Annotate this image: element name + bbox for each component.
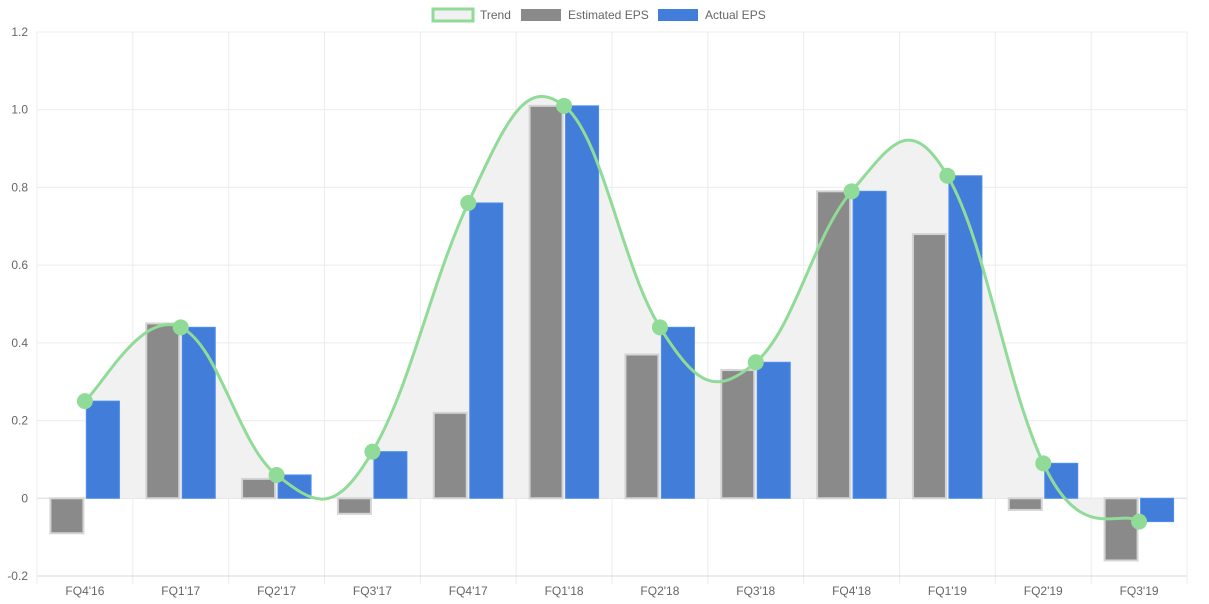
legend-label: Actual EPS (705, 8, 766, 22)
y-tick-label: 0.4 (11, 336, 28, 350)
x-tick-label: FQ3'17 (353, 584, 392, 598)
actual-eps-bar (373, 451, 408, 499)
estimated-eps-bar (432, 411, 468, 500)
x-tick-label: FQ1'17 (161, 584, 200, 598)
x-tick-label: FQ1'19 (928, 584, 967, 598)
trend-point (1035, 455, 1052, 472)
x-tick-label: FQ3'19 (1120, 584, 1159, 598)
legend-item[interactable]: Actual EPS (658, 8, 766, 22)
legend-item[interactable]: Estimated EPS (521, 8, 649, 22)
actual-eps-bar (469, 202, 504, 499)
trend-point (76, 393, 93, 410)
axes: 1.2 1.0 0.8 0.6 0.4 0.2 0 -0.2 FQ4'16 FQ1'17 FQ2'1… (7, 25, 1187, 598)
estimated-eps-bar (911, 233, 947, 500)
legend-label: Trend (480, 8, 511, 22)
actual-eps-bar (948, 175, 983, 499)
y-tick-label: 0 (21, 491, 28, 505)
x-tick-label: FQ4'17 (449, 584, 488, 598)
actual-eps-bar (852, 190, 887, 499)
actual-eps-bar (565, 105, 600, 499)
actual-eps-bar (756, 361, 791, 499)
x-tick-label: FQ2'17 (257, 584, 296, 598)
x-tick-label: FQ2'18 (640, 584, 679, 598)
trend-point (172, 319, 189, 336)
legend-label: Estimated EPS (568, 8, 649, 22)
actual-eps-bar (181, 326, 216, 499)
legend-swatch (431, 7, 475, 23)
estimated-eps-bar (336, 497, 372, 515)
x-tick-label: FQ4'16 (65, 584, 104, 598)
y-tick-label: 0.2 (11, 414, 28, 428)
y-tick-label: 1.0 (11, 103, 28, 117)
x-tick-label: FQ4'18 (832, 584, 871, 598)
trend-point (460, 194, 477, 211)
trend-point (364, 443, 381, 460)
trend-point (1131, 513, 1148, 530)
legend-item[interactable]: Trend (431, 7, 511, 23)
estimated-eps-bar (528, 104, 564, 500)
estimated-eps-bar (1103, 497, 1139, 562)
legend: Trend Estimated EPS Actual EPS (431, 7, 766, 23)
estimated-eps-bar (624, 353, 660, 500)
trend-point (268, 466, 285, 483)
x-tick-label: FQ1'18 (545, 584, 584, 598)
estimated-eps-bar (720, 369, 756, 500)
estimated-eps-bar (1007, 497, 1043, 511)
trend-point (651, 319, 668, 336)
y-tick-label: 0.8 (11, 180, 28, 194)
estimated-eps-bar (49, 497, 85, 535)
actual-eps-bar (1140, 497, 1175, 523)
trend-point (843, 183, 860, 200)
trend-point (939, 167, 956, 184)
trend-points-layer (76, 97, 1148, 530)
estimated-eps-bar (241, 477, 277, 500)
trend-point (747, 354, 764, 371)
trend-point (556, 97, 573, 114)
y-tick-label: -0.2 (7, 569, 28, 583)
legend-swatch (521, 9, 561, 21)
y-tick-label: 1.2 (11, 25, 28, 39)
legend-swatch (658, 9, 698, 21)
x-tick-label: FQ3'18 (736, 584, 775, 598)
estimated-eps-bar (145, 322, 181, 500)
actual-eps-bar (85, 400, 120, 499)
x-tick-label: FQ2'19 (1024, 584, 1063, 598)
y-tick-label: 0.6 (11, 258, 28, 272)
